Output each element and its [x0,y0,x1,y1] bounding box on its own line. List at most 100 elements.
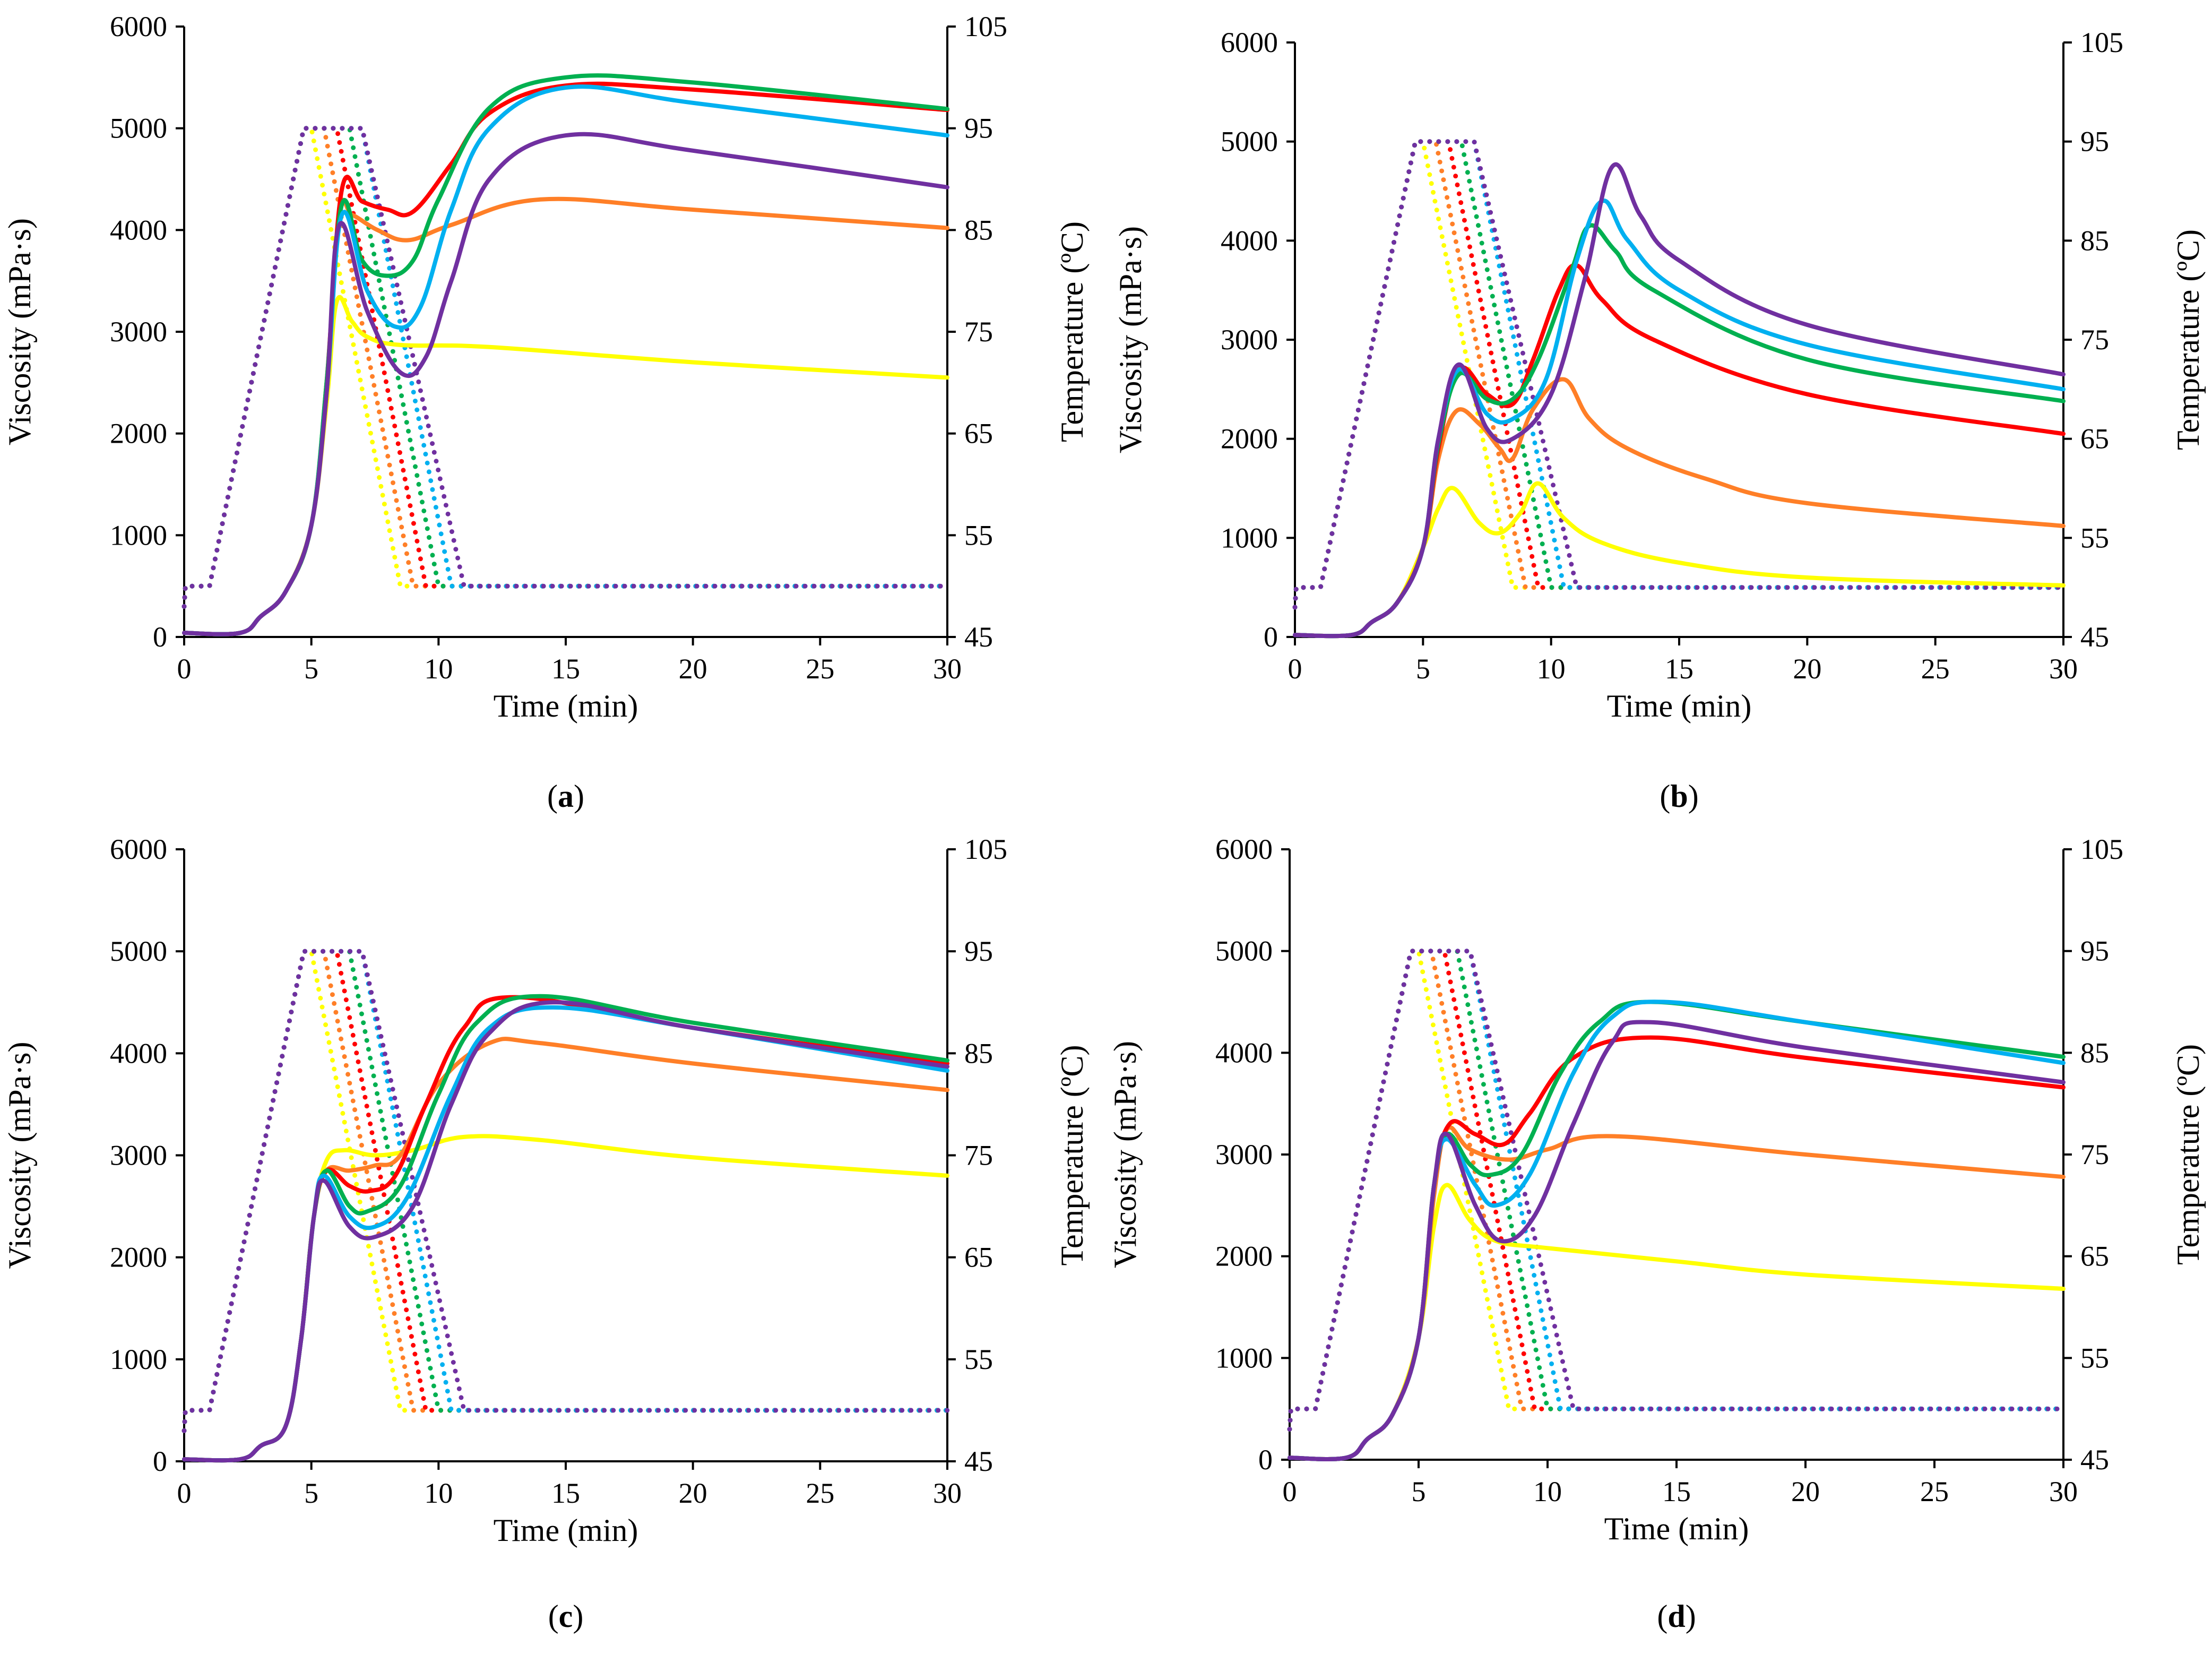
y2-tick-label: 65 [964,1242,993,1273]
x-tick-label: 5 [1416,653,1430,685]
y-tick-label: 5000 [110,113,167,144]
y2-tick-label: 95 [2080,126,2109,158]
y-tick-label: 3000 [110,316,167,348]
x-axis-title: Time (min) [1607,688,1752,723]
x-tick-label: 30 [2049,653,2078,685]
x-tick-label: 25 [1920,1476,1949,1507]
chart-panel-c: 0 5 10 15 20 25 30 0 1000 2000 3000 4000 5000 6000 45 5… [2,833,1090,1634]
panel-label: (b) [1660,779,1698,814]
y-tick-label: 5000 [110,935,167,967]
y-tick-label: 4000 [1221,225,1278,256]
x-tick-label: 20 [1793,653,1821,685]
y2-tick-label: 45 [2080,1444,2109,1476]
y2-axis-title: Temperature (ºC) [1055,221,1090,442]
x-tick-label: 20 [679,653,707,685]
y-tick-label: 1000 [1221,522,1278,554]
x-axis-title: Time (min) [494,1513,638,1548]
temperature-line [1287,949,2066,1432]
y2-tick-label: 55 [964,519,993,551]
x-tick-label: 15 [1665,653,1693,685]
y-tick-label: 4000 [110,214,167,246]
y-tick-label: 3000 [1221,324,1278,356]
y-tick-label: 2000 [110,1242,167,1273]
x-tick-label: 0 [1283,1476,1297,1507]
y2-tick-label: 85 [2080,225,2109,256]
y2-tick-label: 105 [964,833,1007,865]
x-tick-label: 30 [933,1477,962,1509]
y-tick-label: 6000 [110,833,167,865]
y2-tick-label: 95 [964,113,993,144]
x-tick-label: 15 [551,653,580,685]
y-tick-label: 5000 [1221,126,1278,158]
y2-tick-label: 105 [2080,27,2123,58]
y2-axis-title: Temperature (ºC) [1055,1045,1090,1266]
x-axis-title: Time (min) [1604,1511,1749,1546]
chart-panel-b: 0 5 10 15 20 25 30 0 1000 2000 3000 4000 5000 6000 45 5… [1113,27,2206,814]
x-tick-label: 30 [2049,1476,2078,1507]
y-tick-label: 3000 [1215,1139,1273,1170]
y-axis-title: Viscosity (mPa·s) [2,1041,37,1269]
y2-tick-label: 45 [964,1445,993,1477]
panel-label: (c) [548,1599,584,1634]
y2-axis-title: Temperature (ºC) [2171,1044,2206,1265]
x-tick-label: 25 [806,653,834,685]
y2-tick-label: 45 [964,621,993,653]
y-axis-title: Viscosity (mPa·s) [1108,1041,1143,1268]
x-tick-label: 25 [1921,653,1950,685]
y2-tick-label: 75 [964,316,993,348]
viscosity-line [1288,1020,2066,1461]
temperature-line [182,949,950,1433]
y-tick-label: 6000 [110,11,167,42]
x-tick-label: 20 [679,1477,707,1509]
y2-tick-label: 55 [964,1343,993,1375]
y2-tick-label: 105 [964,11,1007,42]
y-tick-label: 4000 [1215,1037,1273,1069]
y2-tick-label: 65 [964,418,993,450]
x-tick-label: 0 [1288,653,1302,685]
x-tick-label: 5 [1412,1476,1426,1507]
y-tick-label: 0 [1264,621,1278,653]
y2-tick-label: 85 [964,1037,993,1069]
y2-axis-title: Temperature (ºC) [2171,229,2206,450]
y-tick-label: 4000 [110,1037,167,1069]
panel-label: (a) [547,779,584,814]
x-tick-label: 30 [933,653,962,685]
y2-tick-label: 75 [2080,324,2109,356]
y-tick-label: 3000 [110,1140,167,1171]
y-tick-label: 2000 [1215,1240,1273,1272]
y-tick-label: 1000 [1215,1342,1273,1374]
y2-tick-label: 45 [2080,621,2109,653]
y-tick-label: 0 [153,621,167,653]
x-tick-label: 10 [1533,1476,1562,1507]
x-tick-label: 20 [1791,1476,1820,1507]
y-tick-label: 0 [1258,1444,1273,1476]
y2-tick-label: 95 [964,935,993,967]
y2-tick-label: 65 [2080,1240,2109,1272]
x-tick-label: 0 [177,653,192,685]
y-tick-label: 2000 [1221,423,1278,455]
y-tick-label: 0 [153,1445,167,1477]
x-tick-label: 15 [1662,1476,1691,1507]
y-tick-label: 6000 [1215,833,1273,865]
x-tick-label: 15 [551,1477,580,1509]
y-tick-label: 6000 [1221,27,1278,58]
viscosity-line [1293,162,2066,639]
x-tick-label: 10 [1537,653,1566,685]
y-tick-label: 1000 [110,1343,167,1375]
x-tick-label: 5 [304,1477,318,1509]
panel-label: (d) [1657,1599,1696,1634]
y-axis-title: Viscosity (mPa·s) [2,218,37,445]
chart-panel-d: 0 5 10 15 20 25 30 0 1000 2000 3000 4000 5000 6000 45 5… [1108,833,2206,1634]
chart-panel-a: 0 5 10 15 20 25 30 0 1000 2000 3000 4000 5000 6000 45 5… [2,11,1090,814]
y-tick-label: 2000 [110,418,167,450]
y-tick-label: 1000 [110,519,167,551]
x-tick-label: 5 [304,653,318,685]
x-tick-label: 0 [177,1477,192,1509]
x-tick-label: 10 [424,653,453,685]
x-axis-title: Time (min) [494,688,638,723]
y2-tick-label: 85 [964,214,993,246]
y2-tick-label: 85 [2080,1037,2109,1069]
temperature-line [182,126,950,609]
y2-tick-label: 55 [2080,1342,2109,1374]
temperature-line [1292,139,2066,610]
